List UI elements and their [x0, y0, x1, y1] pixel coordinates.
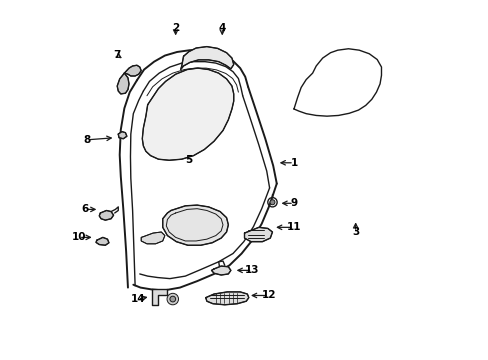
Text: 10: 10: [71, 232, 86, 242]
Polygon shape: [205, 292, 248, 305]
Text: 2: 2: [172, 23, 179, 33]
Polygon shape: [152, 289, 167, 305]
Polygon shape: [128, 51, 276, 292]
Circle shape: [167, 293, 178, 305]
Text: 6: 6: [81, 204, 88, 215]
Polygon shape: [99, 211, 113, 220]
Polygon shape: [244, 227, 272, 242]
Text: 11: 11: [286, 222, 301, 232]
Polygon shape: [211, 266, 230, 275]
Text: 13: 13: [244, 265, 259, 275]
Text: 8: 8: [83, 135, 90, 145]
Polygon shape: [142, 68, 233, 160]
Text: 1: 1: [290, 158, 297, 168]
Polygon shape: [117, 73, 129, 94]
Polygon shape: [180, 46, 233, 69]
Text: 12: 12: [261, 291, 276, 301]
Text: 9: 9: [290, 198, 297, 208]
Polygon shape: [293, 49, 381, 116]
Text: 14: 14: [130, 294, 144, 304]
Polygon shape: [141, 232, 164, 244]
Text: 4: 4: [218, 23, 225, 33]
Text: 7: 7: [113, 50, 121, 60]
Polygon shape: [163, 205, 228, 245]
Text: 5: 5: [185, 155, 192, 165]
Polygon shape: [118, 132, 126, 139]
Circle shape: [269, 200, 274, 205]
Text: 3: 3: [351, 227, 359, 237]
Circle shape: [169, 296, 175, 302]
Polygon shape: [124, 65, 141, 76]
Polygon shape: [96, 237, 109, 245]
